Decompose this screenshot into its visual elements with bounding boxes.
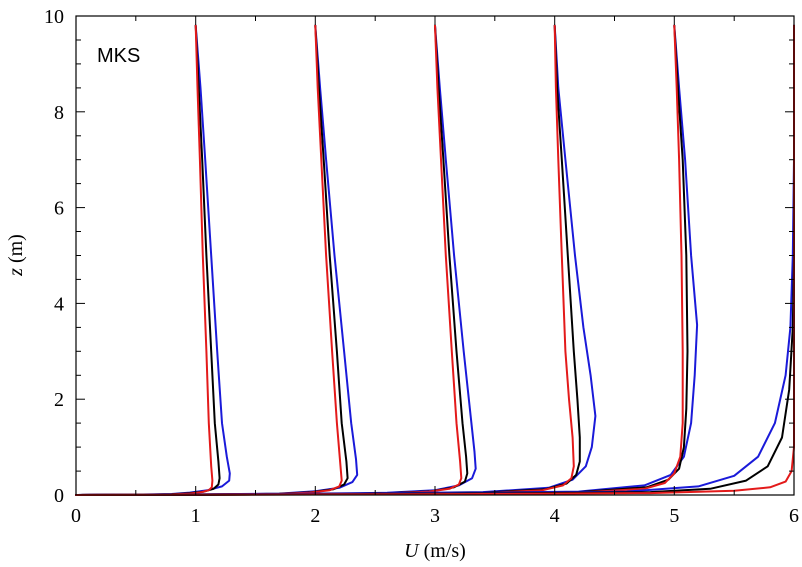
x-tick-label: 0 bbox=[71, 505, 81, 527]
profile-5-red-line bbox=[75, 24, 684, 496]
y-tick-label: 4 bbox=[54, 293, 64, 315]
annotation-mks: MKS bbox=[97, 45, 140, 67]
x-tick-label: 4 bbox=[550, 505, 560, 527]
y-tick-label: 6 bbox=[54, 198, 64, 220]
y-tick-label: 10 bbox=[44, 6, 64, 28]
y-axis-variable: z bbox=[5, 268, 27, 277]
profile-3-blue-line bbox=[75, 24, 477, 496]
y-axis-unit: (m) bbox=[5, 234, 27, 263]
y-axis-label: z (m) bbox=[5, 234, 27, 277]
x-tick-label: 5 bbox=[669, 505, 679, 527]
profile-3-red-line bbox=[75, 24, 463, 496]
profile-3-black-line bbox=[75, 24, 469, 496]
x-axis-variable: U bbox=[404, 540, 420, 562]
series-layer bbox=[75, 24, 795, 496]
y-tick-label: 2 bbox=[54, 389, 64, 411]
profile-4-red-line bbox=[75, 24, 575, 496]
profile-4-black-line bbox=[75, 24, 581, 496]
x-tick-label: 6 bbox=[789, 505, 799, 527]
tick-layer: 0 1 2 3 4 5 6 0 2 4 6 8 10 bbox=[44, 6, 799, 527]
x-tick-label: 3 bbox=[430, 505, 440, 527]
profile-1-red-line bbox=[75, 24, 214, 496]
x-tick-label: 2 bbox=[310, 505, 320, 527]
y-tick-label: 8 bbox=[54, 102, 64, 124]
x-axis-unit: (m/s) bbox=[424, 540, 466, 562]
profile-6-red-line bbox=[75, 24, 795, 496]
x-tick-label: 1 bbox=[191, 505, 201, 527]
profile-5-blue-line bbox=[75, 24, 699, 496]
x-axis-label: U (m/s) bbox=[404, 540, 466, 562]
profile-2-blue-line bbox=[75, 24, 359, 496]
profile-5-black-line bbox=[75, 24, 689, 496]
y-tick-label: 0 bbox=[54, 485, 64, 507]
